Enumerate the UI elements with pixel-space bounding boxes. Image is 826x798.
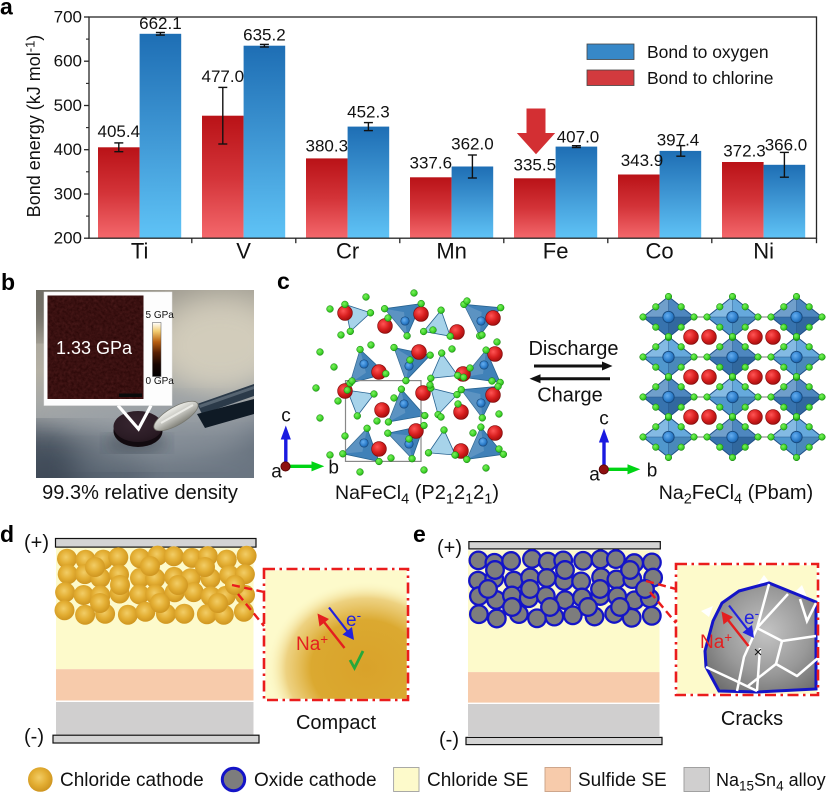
svg-text:405.4: 405.4	[98, 122, 141, 141]
svg-text:d: d	[0, 521, 14, 547]
svg-text:a: a	[0, 0, 13, 20]
svg-text:a: a	[589, 465, 600, 486]
svg-text:e: e	[413, 521, 426, 547]
svg-text:V: V	[236, 239, 251, 264]
svg-text:Na+: Na+	[296, 632, 328, 655]
svg-text:b: b	[1, 269, 15, 295]
svg-text:c: c	[281, 406, 291, 427]
svg-text:477.0: 477.0	[202, 67, 245, 86]
svg-text:343.9: 343.9	[621, 151, 664, 170]
svg-text:Na+: Na+	[700, 630, 732, 653]
svg-text:700: 700	[54, 7, 82, 26]
svg-text:Mn: Mn	[436, 239, 467, 264]
svg-text:Bond to chlorine: Bond to chlorine	[647, 68, 773, 88]
svg-text:Ti: Ti	[131, 239, 149, 264]
svg-text:(+): (+)	[24, 532, 49, 554]
svg-text:397.4: 397.4	[657, 131, 700, 150]
svg-text:c: c	[599, 409, 609, 430]
svg-text:Chloride SE: Chloride SE	[427, 770, 528, 791]
svg-text:600: 600	[54, 52, 82, 71]
svg-text:372.3: 372.3	[723, 142, 766, 161]
svg-text:c: c	[277, 268, 290, 294]
svg-text:Co: Co	[646, 239, 674, 264]
svg-text:(+): (+)	[437, 537, 462, 559]
svg-text:Charge: Charge	[537, 385, 603, 407]
svg-text:662.1: 662.1	[139, 14, 182, 33]
svg-text:1.33 GPa: 1.33 GPa	[56, 338, 133, 358]
svg-text:Bond energy (kJ mol-1): Bond energy (kJ mol-1)	[23, 35, 45, 218]
svg-text:Na15Sn4 alloy: Na15Sn4 alloy	[716, 770, 826, 793]
svg-text:200: 200	[54, 229, 82, 248]
svg-text:337.6: 337.6	[410, 154, 453, 173]
svg-text:300: 300	[54, 184, 82, 203]
svg-text:b: b	[328, 458, 339, 479]
svg-text:Discharge: Discharge	[528, 338, 618, 360]
svg-text:b: b	[647, 461, 658, 482]
svg-text:Oxide cathode: Oxide cathode	[254, 770, 377, 791]
svg-text:335.5: 335.5	[514, 156, 557, 175]
svg-text:Cr: Cr	[336, 239, 359, 264]
svg-text:(-): (-)	[24, 726, 44, 748]
svg-text:99.3% relative density: 99.3% relative density	[42, 482, 238, 504]
svg-text:(-): (-)	[439, 729, 459, 751]
svg-text:Ni: Ni	[753, 239, 774, 264]
svg-text:380.3: 380.3	[306, 137, 349, 156]
svg-text:362.0: 362.0	[451, 135, 494, 154]
svg-text:Bond to oxygen: Bond to oxygen	[647, 42, 769, 62]
svg-text:Chloride cathode: Chloride cathode	[60, 770, 204, 791]
svg-text:×: ×	[754, 644, 763, 661]
svg-text:NaFeCl4 (P212121): NaFeCl4 (P212121)	[335, 482, 499, 508]
svg-text:500: 500	[54, 96, 82, 115]
svg-text:Compact: Compact	[296, 712, 376, 734]
svg-text:5 GPa: 5 GPa	[146, 310, 175, 321]
svg-text:635.2: 635.2	[243, 26, 286, 45]
svg-text:407.0: 407.0	[557, 128, 600, 147]
svg-text:400: 400	[54, 140, 82, 159]
svg-text:Fe: Fe	[543, 239, 569, 264]
svg-text:366.0: 366.0	[765, 136, 808, 155]
svg-text:a: a	[271, 462, 282, 483]
svg-text:452.3: 452.3	[347, 103, 390, 122]
svg-text:Sulfide SE: Sulfide SE	[578, 770, 667, 791]
svg-text:0 GPa: 0 GPa	[146, 376, 175, 387]
svg-text:Cracks: Cracks	[721, 708, 783, 730]
